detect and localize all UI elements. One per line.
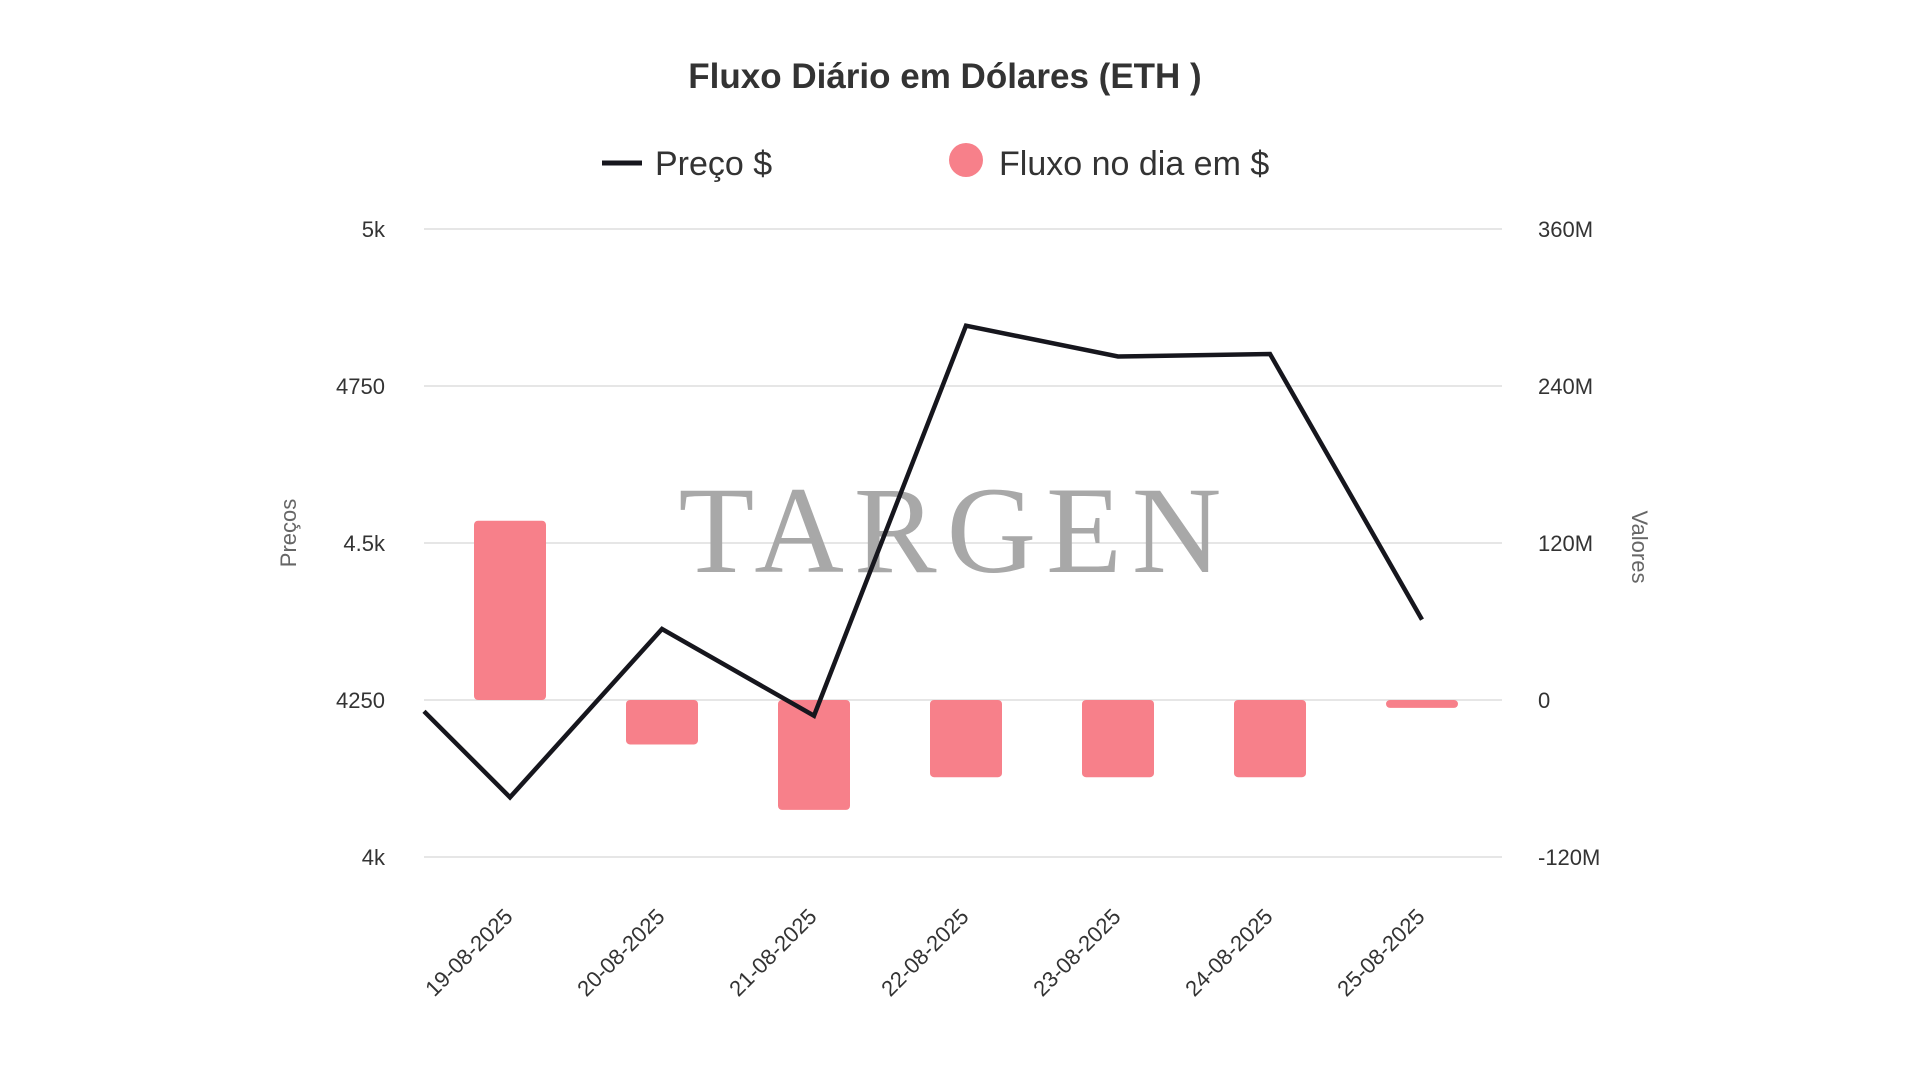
chart-title: Fluxo Diário em Dólares (ETH ): [688, 57, 1201, 96]
right-tick-label: 120M: [1538, 531, 1593, 556]
x-tick-label: 20-08-2025: [572, 904, 669, 1001]
flow-bar[interactable]: [474, 520, 546, 700]
legend: Preço $ Fluxo no dia em $: [602, 143, 1269, 183]
price-point[interactable]: [1264, 348, 1276, 360]
x-tick-label: 23-08-2025: [1028, 904, 1125, 1001]
left-tick-label: 5k: [362, 217, 386, 242]
x-tick-label: 19-08-2025: [420, 904, 517, 1001]
left-tick-label: 4750: [336, 374, 385, 399]
flow-bar[interactable]: [1386, 700, 1458, 708]
flow-bar[interactable]: [778, 700, 850, 810]
right-axis-title: Valores: [1627, 511, 1652, 584]
price-point[interactable]: [960, 320, 972, 332]
price-point[interactable]: [656, 623, 668, 635]
right-tick-label: -120M: [1538, 845, 1600, 870]
price-point[interactable]: [1112, 350, 1124, 362]
price-point[interactable]: [808, 710, 820, 722]
watermark: TARGEN: [679, 462, 1232, 599]
legend-circle-marker: [949, 143, 983, 177]
right-tick-label: 240M: [1538, 374, 1593, 399]
right-tick-label: 0: [1538, 688, 1550, 713]
flow-bar[interactable]: [626, 700, 698, 745]
left-axis: 4k 4250 4.5k 4750 5k: [336, 217, 386, 870]
right-axis: -120M 0 120M 240M 360M: [1538, 217, 1600, 870]
right-tick-label: 360M: [1538, 217, 1593, 242]
flow-bar[interactable]: [930, 700, 1002, 778]
x-tick-label: 24-08-2025: [1180, 904, 1277, 1001]
left-tick-label: 4.5k: [343, 531, 386, 556]
price-point[interactable]: [1416, 614, 1428, 626]
x-axis: 19-08-2025 20-08-2025 21-08-2025 22-08-2025…: [420, 904, 1429, 1001]
bar-series: [474, 520, 1458, 810]
flow-bar[interactable]: [1082, 700, 1154, 778]
line-series: [422, 320, 1428, 803]
legend-item-price[interactable]: Preço $: [602, 145, 772, 183]
x-tick-label: 25-08-2025: [1332, 904, 1429, 1001]
price-line: [422, 323, 1424, 801]
flow-bar[interactable]: [1234, 700, 1306, 778]
left-tick-label: 4250: [336, 688, 385, 713]
x-tick-label: 22-08-2025: [876, 904, 973, 1001]
x-tick-label: 21-08-2025: [724, 904, 821, 1001]
legend-label-flow: Fluxo no dia em $: [999, 145, 1269, 183]
price-point[interactable]: [504, 791, 516, 803]
left-tick-label: 4k: [362, 845, 386, 870]
legend-label-price: Preço $: [655, 145, 772, 183]
left-axis-title: Preços: [276, 499, 301, 567]
legend-item-flow[interactable]: Fluxo no dia em $: [949, 143, 1269, 183]
